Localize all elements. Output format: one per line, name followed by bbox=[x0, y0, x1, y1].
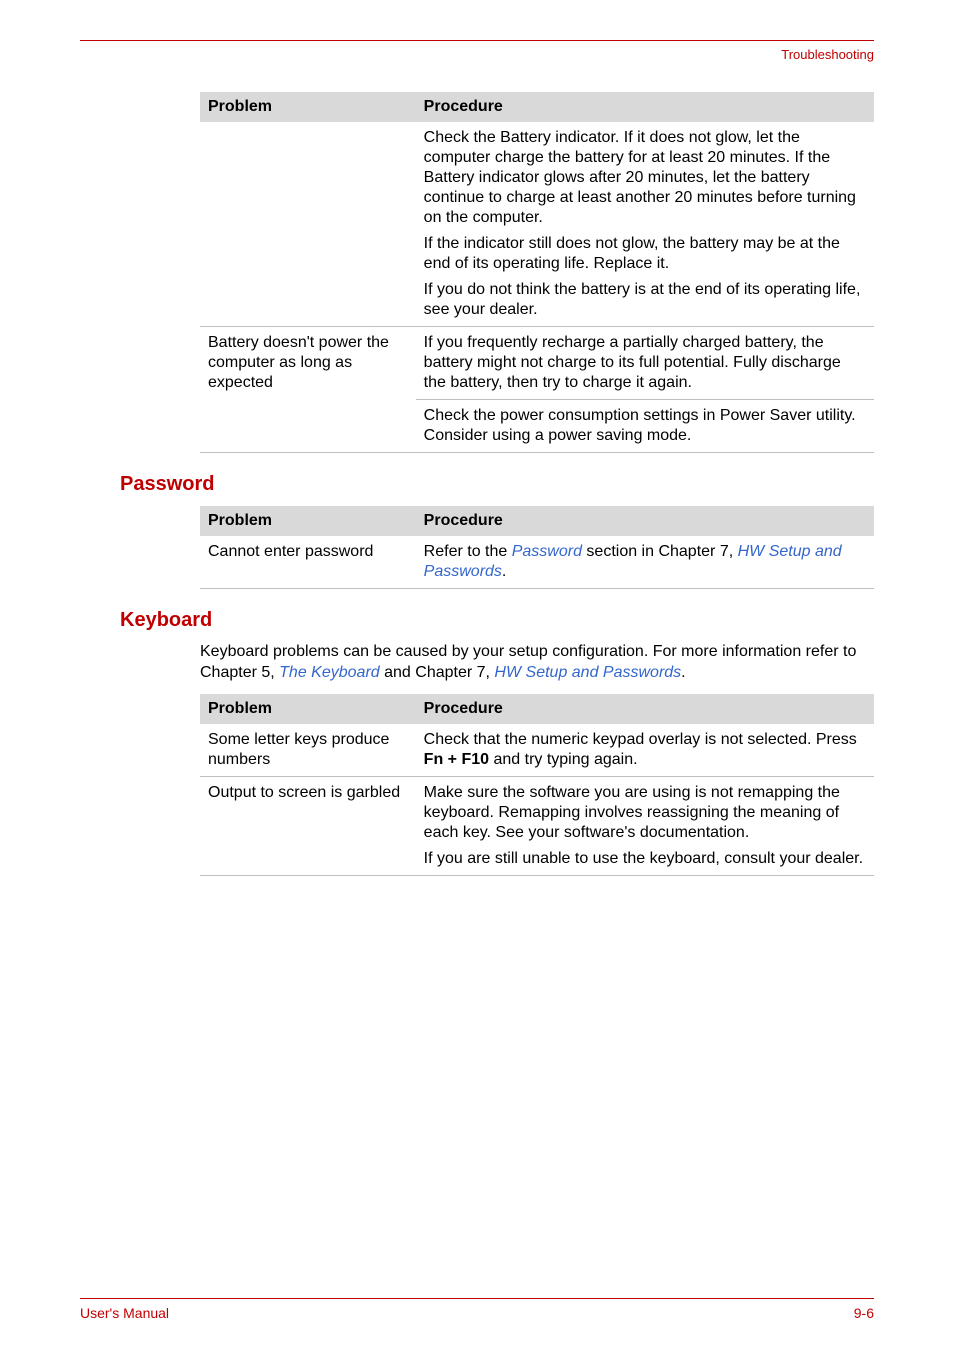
top-rule bbox=[80, 40, 874, 41]
password-content: Problem Procedure Cannot enter password … bbox=[200, 506, 874, 589]
keyboard-content: Keyboard problems can be caused by your … bbox=[200, 642, 874, 876]
table-header-procedure: Procedure bbox=[416, 694, 874, 724]
procedure-text: . bbox=[502, 563, 506, 580]
table-row: Battery doesn't power the computer as lo… bbox=[200, 327, 874, 400]
procedure-text: Refer to the bbox=[424, 543, 512, 560]
problem-cell bbox=[200, 122, 416, 327]
procedure-cell: Check that the numeric keypad overlay is… bbox=[416, 724, 874, 777]
hw-setup-link[interactable]: HW Setup and Passwords bbox=[494, 664, 681, 681]
procedure-text: If the indicator still does not glow, th… bbox=[424, 234, 866, 274]
intro-text: and Chapter 7, bbox=[380, 664, 495, 681]
password-heading: Password bbox=[120, 473, 874, 496]
procedure-text: Make sure the software you are using is … bbox=[424, 783, 866, 843]
procedure-cell: Check the power consumption settings in … bbox=[416, 400, 874, 453]
table-header-procedure: Procedure bbox=[416, 506, 874, 536]
procedure-text: and try typing again. bbox=[489, 751, 638, 768]
procedure-text: If you are still unable to use the keybo… bbox=[424, 849, 866, 869]
procedure-text: Check that the numeric keypad overlay is… bbox=[424, 731, 857, 748]
table-row: Some letter keys produce numbers Check t… bbox=[200, 724, 874, 777]
problem-cell bbox=[200, 400, 416, 453]
procedure-cell: Refer to the Password section in Chapter… bbox=[416, 536, 874, 589]
table-header-problem: Problem bbox=[200, 694, 416, 724]
problem-cell: Battery doesn't power the computer as lo… bbox=[200, 327, 416, 400]
keyboard-intro: Keyboard problems can be caused by your … bbox=[200, 642, 874, 684]
content-area: Problem Procedure Check the Battery indi… bbox=[200, 92, 874, 453]
table-row: Cannot enter password Refer to the Passw… bbox=[200, 536, 874, 589]
footer: User's Manual 9-6 bbox=[80, 1298, 874, 1321]
password-table: Problem Procedure Cannot enter password … bbox=[200, 506, 874, 589]
table-header-procedure: Procedure bbox=[416, 92, 874, 122]
table-header-problem: Problem bbox=[200, 506, 416, 536]
keyboard-table: Problem Procedure Some letter keys produ… bbox=[200, 694, 874, 876]
battery-table: Problem Procedure Check the Battery indi… bbox=[200, 92, 874, 453]
procedure-cell: If you frequently recharge a partially c… bbox=[416, 327, 874, 400]
table-row: Check the power consumption settings in … bbox=[200, 400, 874, 453]
footer-left: User's Manual bbox=[80, 1305, 169, 1321]
running-head: Troubleshooting bbox=[80, 47, 874, 62]
footer-right: 9-6 bbox=[854, 1305, 874, 1321]
intro-text: . bbox=[681, 664, 685, 681]
procedure-cell: Check the Battery indicator. If it does … bbox=[416, 122, 874, 327]
problem-cell: Some letter keys produce numbers bbox=[200, 724, 416, 777]
page: Troubleshooting Problem Procedure Check … bbox=[0, 0, 954, 1351]
procedure-text: If you do not think the battery is at th… bbox=[424, 280, 866, 320]
keyboard-chapter-link[interactable]: The Keyboard bbox=[279, 664, 380, 681]
key-combo: Fn + F10 bbox=[424, 751, 489, 768]
table-row: Output to screen is garbled Make sure th… bbox=[200, 776, 874, 875]
problem-cell: Cannot enter password bbox=[200, 536, 416, 589]
procedure-cell: Make sure the software you are using is … bbox=[416, 776, 874, 875]
keyboard-heading: Keyboard bbox=[120, 609, 874, 632]
table-header-problem: Problem bbox=[200, 92, 416, 122]
problem-cell: Output to screen is garbled bbox=[200, 776, 416, 875]
table-row: Check the Battery indicator. If it does … bbox=[200, 122, 874, 327]
password-link[interactable]: Password bbox=[512, 543, 582, 560]
procedure-text: Check the Battery indicator. If it does … bbox=[424, 128, 866, 228]
procedure-text: section in Chapter 7, bbox=[582, 543, 738, 560]
